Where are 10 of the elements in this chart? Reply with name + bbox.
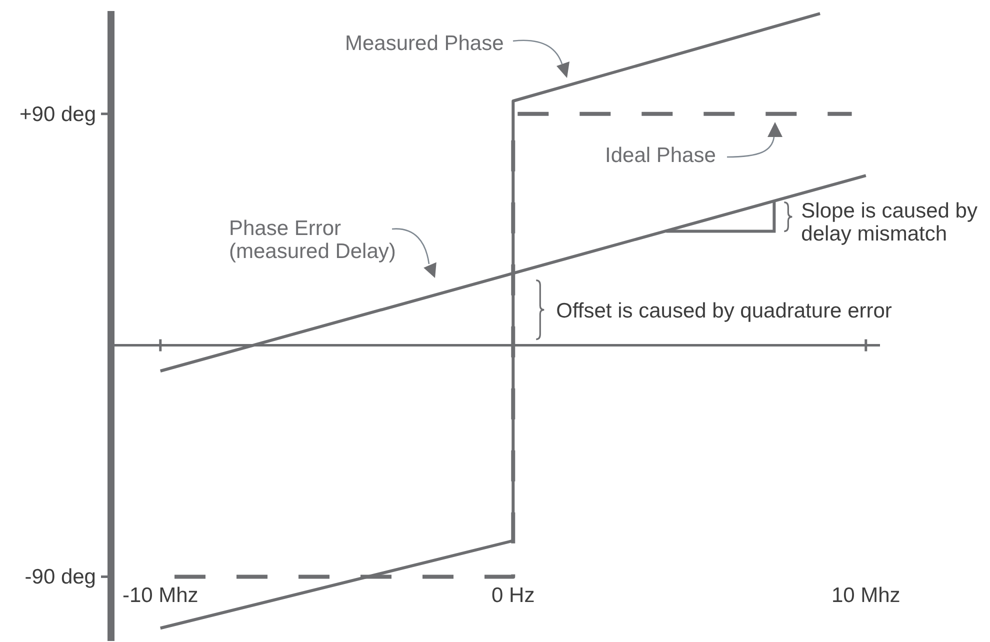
x-tick-label: 0 Hz [492,584,535,607]
text: Measured Phase [345,32,504,55]
series-label: Phase Error (measured Delay) [229,217,396,263]
x-tick-label: 10 Mhz [831,584,900,607]
x-tick-label: -10 Mhz [122,584,198,607]
y-tick-label: -90 deg [24,566,96,589]
series-label: Ideal Phase [605,144,716,167]
annotation: Offset is caused by quadrature error [556,299,892,322]
annotation: Slope is caused by delay mismatch [801,199,984,246]
y-tick-label: +90 deg [20,102,96,126]
